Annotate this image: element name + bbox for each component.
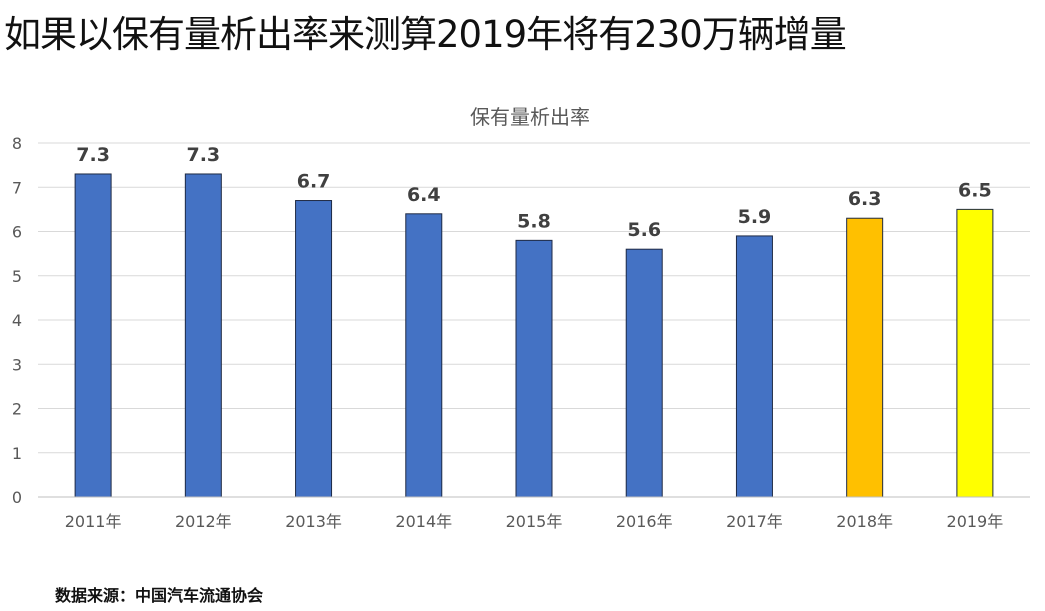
data-label: 6.7 [297, 171, 331, 193]
y-tick-label: 5 [12, 267, 22, 286]
x-tick-label: 2015年 [506, 512, 563, 531]
x-axis-ticks: 2011年 2012年 2013年 2014年 2015年 2016年 2017年 2018年… [65, 512, 1004, 531]
bar [295, 200, 333, 498]
y-tick-label: 1 [12, 444, 22, 463]
y-tick-label: 0 [12, 488, 22, 507]
bars [74, 173, 994, 498]
chart-title: 保有量析出率 [470, 105, 590, 129]
y-axis-ticks: 0 1 2 3 4 5 6 7 8 [12, 134, 22, 507]
x-tick-label: 2018年 [836, 512, 893, 531]
bar [846, 217, 884, 498]
bar [625, 248, 663, 498]
headline: 如果以保有量析出率来测算2019年将有230万辆增量 [4, 13, 847, 56]
bar [405, 213, 443, 498]
data-label: 5.9 [738, 206, 772, 228]
bar [515, 239, 553, 498]
x-tick-label: 2012年 [175, 512, 232, 531]
y-tick-label: 3 [12, 355, 22, 374]
data-label: 6.4 [407, 184, 441, 206]
y-tick-label: 2 [12, 400, 22, 419]
data-label: 6.5 [958, 179, 992, 201]
data-label: 7.3 [76, 144, 110, 166]
y-tick-label: 6 [12, 223, 22, 242]
bar [735, 235, 773, 498]
data-label: 7.3 [186, 144, 220, 166]
x-tick-label: 2017年 [726, 512, 783, 531]
data-label: 5.8 [517, 210, 551, 232]
data-label: 5.6 [627, 219, 661, 241]
y-tick-label: 8 [12, 134, 22, 153]
bar [184, 173, 222, 498]
bar [74, 173, 112, 498]
x-tick-label: 2014年 [395, 512, 452, 531]
source-note: 数据来源：中国汽车流通协会 [55, 586, 264, 605]
data-labels: 7.3 7.3 6.7 6.4 5.8 5.6 5.9 6.3 6.5 [76, 144, 991, 241]
data-label: 6.3 [848, 188, 882, 210]
x-tick-label: 2016年 [616, 512, 673, 531]
y-tick-label: 7 [12, 178, 22, 197]
x-tick-label: 2013年 [285, 512, 342, 531]
y-tick-label: 4 [12, 311, 22, 330]
x-tick-label: 2019年 [947, 512, 1004, 531]
bar [956, 208, 994, 498]
x-tick-label: 2011年 [65, 512, 122, 531]
